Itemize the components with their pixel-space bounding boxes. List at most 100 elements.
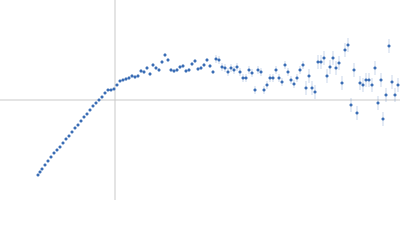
point <box>103 91 107 95</box>
point <box>268 76 272 80</box>
point <box>364 78 368 82</box>
point <box>166 58 170 62</box>
point <box>55 148 59 152</box>
point <box>334 66 338 70</box>
point <box>301 63 305 67</box>
point <box>73 126 77 130</box>
point <box>262 88 266 92</box>
point <box>148 72 152 76</box>
point <box>340 81 344 85</box>
point <box>346 43 350 47</box>
chart <box>0 0 400 200</box>
point <box>208 64 212 68</box>
point <box>370 83 374 87</box>
point <box>304 86 308 90</box>
point <box>280 80 284 84</box>
point <box>163 53 167 57</box>
point <box>115 83 119 87</box>
point <box>244 76 248 80</box>
point <box>196 67 200 71</box>
point <box>325 74 329 78</box>
point <box>199 66 203 70</box>
point <box>127 76 131 80</box>
point <box>190 62 194 66</box>
point <box>94 101 98 105</box>
point <box>331 56 335 60</box>
point <box>250 71 254 75</box>
point <box>286 70 290 74</box>
point <box>106 88 110 92</box>
point <box>283 63 287 67</box>
point <box>238 70 242 74</box>
point <box>355 111 359 115</box>
point <box>253 88 257 92</box>
point <box>36 173 40 177</box>
point <box>310 86 314 90</box>
point <box>328 65 332 69</box>
point <box>130 74 134 78</box>
point <box>376 101 380 105</box>
point <box>274 68 278 72</box>
point <box>112 87 116 91</box>
point <box>223 66 227 70</box>
point <box>172 69 176 73</box>
point <box>76 123 80 127</box>
point <box>124 77 128 81</box>
point <box>373 66 377 70</box>
point <box>67 134 71 138</box>
point <box>322 56 326 60</box>
point <box>390 80 394 84</box>
point <box>91 104 95 108</box>
point <box>100 95 104 99</box>
point <box>289 78 293 82</box>
point <box>220 65 224 69</box>
point <box>343 48 347 52</box>
point <box>247 68 251 72</box>
point <box>259 70 263 74</box>
point <box>157 68 161 72</box>
point <box>271 76 275 80</box>
point <box>316 60 320 64</box>
point <box>139 69 143 73</box>
point <box>70 130 74 134</box>
point <box>58 145 62 149</box>
point <box>217 58 221 62</box>
point <box>349 103 353 107</box>
point <box>118 79 122 83</box>
point <box>232 68 236 72</box>
point <box>79 119 83 123</box>
point <box>49 155 53 159</box>
point <box>178 65 182 69</box>
point <box>307 74 311 78</box>
point <box>214 57 218 61</box>
point <box>256 68 260 72</box>
point <box>193 59 197 63</box>
point <box>265 83 269 87</box>
point <box>229 66 233 70</box>
point <box>211 70 215 74</box>
point <box>169 68 173 72</box>
point <box>358 81 362 85</box>
point <box>133 75 137 79</box>
point <box>337 61 341 65</box>
point <box>381 117 385 121</box>
point <box>61 141 65 145</box>
point <box>205 58 209 62</box>
point <box>175 68 179 72</box>
point <box>43 163 47 167</box>
point <box>319 60 323 64</box>
point <box>142 70 146 74</box>
point <box>226 70 230 74</box>
point <box>298 68 302 72</box>
point <box>184 69 188 73</box>
point <box>160 60 164 64</box>
point <box>52 151 56 155</box>
point <box>396 83 400 87</box>
point <box>181 64 185 68</box>
point <box>46 159 50 163</box>
point <box>241 76 245 80</box>
point <box>384 93 388 97</box>
point <box>277 76 281 80</box>
point <box>40 167 44 171</box>
point <box>202 63 206 67</box>
